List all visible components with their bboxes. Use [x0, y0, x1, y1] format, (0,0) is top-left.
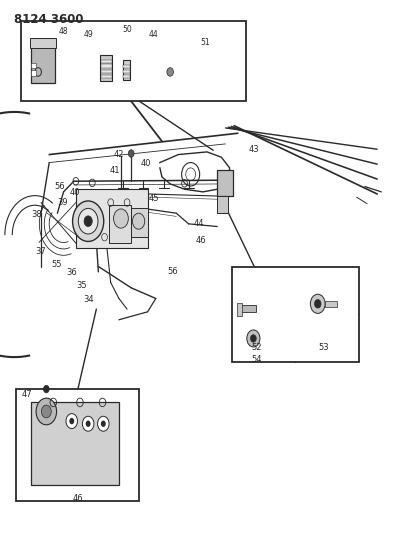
Bar — [101, 64, 111, 68]
Circle shape — [101, 421, 106, 427]
Text: 38: 38 — [31, 210, 42, 219]
Circle shape — [97, 416, 109, 431]
Circle shape — [82, 416, 94, 431]
Bar — [31, 402, 119, 485]
Bar — [239, 305, 256, 312]
Bar — [31, 63, 36, 68]
Text: 48: 48 — [58, 28, 68, 36]
Text: 8124 3600: 8124 3600 — [14, 13, 84, 26]
Circle shape — [85, 421, 90, 427]
Text: 50: 50 — [122, 25, 132, 34]
Circle shape — [128, 150, 134, 157]
Bar — [217, 196, 227, 213]
Text: 40: 40 — [70, 189, 80, 197]
Text: 44: 44 — [193, 220, 204, 228]
Circle shape — [113, 209, 128, 228]
Text: 44: 44 — [148, 30, 158, 39]
Text: 56: 56 — [54, 182, 65, 191]
Bar — [123, 70, 130, 73]
Text: 45: 45 — [148, 195, 159, 203]
Bar — [324, 301, 337, 307]
Text: 55: 55 — [51, 261, 62, 269]
Bar — [237, 303, 242, 316]
Bar — [101, 75, 111, 78]
Circle shape — [72, 201, 103, 241]
Circle shape — [36, 398, 56, 425]
Bar — [131, 208, 147, 237]
Bar — [217, 170, 232, 196]
Bar — [123, 65, 130, 68]
Bar — [31, 70, 36, 76]
Bar — [16, 389, 139, 501]
Bar — [31, 45, 55, 83]
Circle shape — [246, 330, 259, 347]
Circle shape — [69, 418, 74, 424]
Bar — [101, 60, 111, 63]
Text: 53: 53 — [318, 343, 328, 352]
Bar — [123, 75, 130, 78]
Text: 52: 52 — [250, 343, 261, 352]
Bar — [101, 70, 111, 73]
Bar — [76, 189, 147, 248]
Text: 54: 54 — [250, 356, 261, 364]
Text: 41: 41 — [109, 166, 120, 175]
Circle shape — [84, 216, 92, 227]
Bar — [123, 60, 130, 80]
Circle shape — [314, 300, 320, 308]
Text: 37: 37 — [36, 247, 46, 256]
Text: 51: 51 — [200, 38, 209, 47]
Text: 46: 46 — [72, 494, 83, 503]
Text: 40: 40 — [140, 159, 151, 168]
Text: 49: 49 — [83, 30, 93, 39]
Bar — [30, 38, 56, 48]
Text: 43: 43 — [248, 145, 259, 154]
Text: 39: 39 — [57, 198, 68, 207]
Bar — [231, 266, 358, 362]
Circle shape — [66, 414, 77, 429]
Bar — [108, 205, 131, 243]
Bar — [20, 21, 245, 101]
Text: 46: 46 — [195, 237, 206, 245]
Text: 56: 56 — [166, 268, 177, 276]
Text: 36: 36 — [66, 269, 77, 277]
Circle shape — [78, 208, 98, 234]
Circle shape — [43, 385, 49, 393]
Circle shape — [166, 68, 173, 76]
Circle shape — [310, 294, 324, 313]
Circle shape — [132, 213, 144, 229]
Text: 42: 42 — [113, 150, 124, 159]
Text: 35: 35 — [76, 281, 86, 290]
Circle shape — [41, 405, 51, 418]
Bar — [100, 55, 112, 81]
Text: 34: 34 — [83, 295, 93, 304]
Circle shape — [250, 335, 256, 342]
Text: 47: 47 — [21, 390, 32, 399]
